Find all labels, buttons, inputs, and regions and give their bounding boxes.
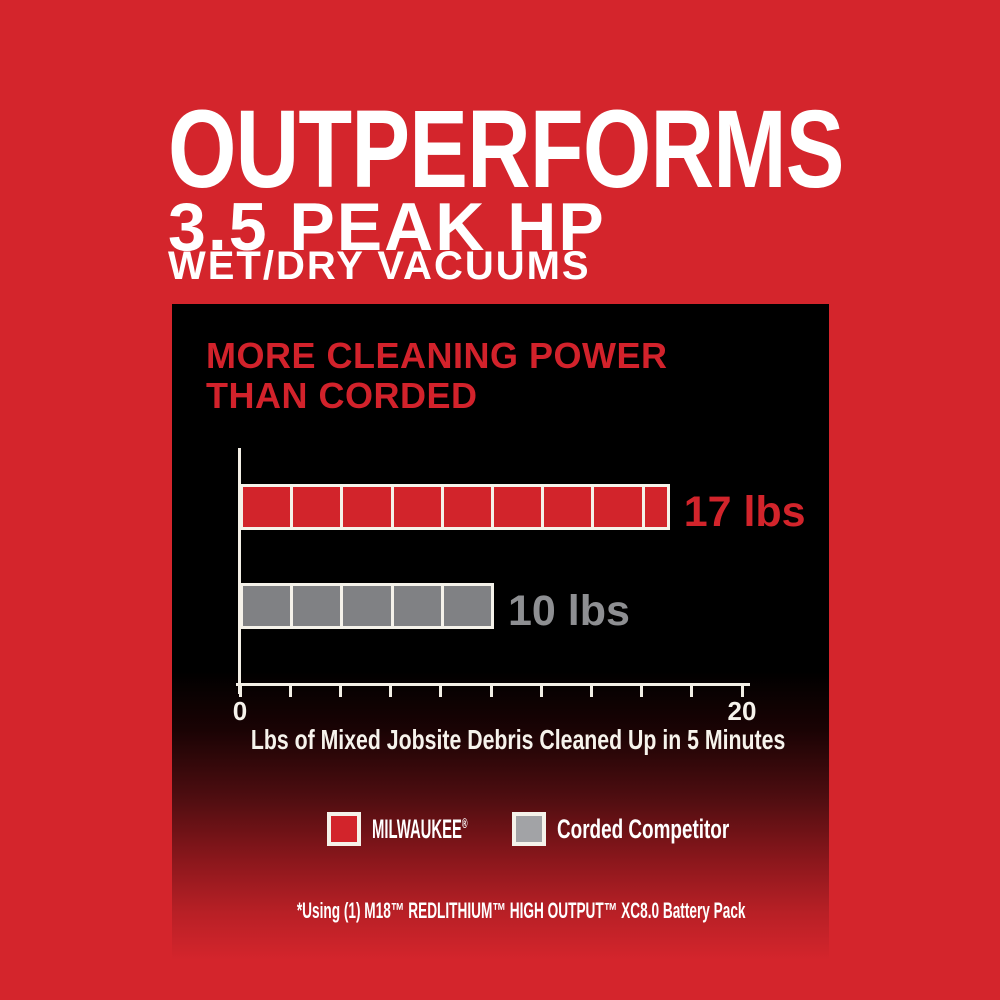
legend-item-milwaukee: MILWAUKEE®	[327, 812, 546, 846]
x-axis-tick	[539, 683, 543, 697]
bar-segment-divider	[641, 487, 645, 527]
x-axis-tick	[640, 683, 644, 697]
bar-segment-divider	[541, 487, 545, 527]
legend-swatch	[327, 812, 361, 846]
bar-milwaukee	[240, 484, 670, 530]
x-axis-tick	[238, 683, 242, 697]
x-axis-title: Lbs of Mixed Jobsite Debris Cleaned Up i…	[250, 724, 786, 755]
bar-segment-divider	[290, 487, 294, 527]
bar-chart: 17 lbs 10 lbs 0 20 Lbs of Mixed Jobsite D…	[172, 304, 829, 961]
bar-value-label: 10 lbs	[508, 587, 630, 635]
chart-panel: MORE CLEANING POWER THAN CORDED 17 lbs 10…	[172, 304, 829, 960]
headline-tertiary: WET/DRY VACUUMS	[168, 244, 591, 288]
x-axis-tick	[589, 683, 593, 697]
bar-segment-divider	[440, 487, 444, 527]
bar-segment-divider	[340, 586, 344, 626]
bar-segment-divider	[440, 586, 444, 626]
bar-segment-divider	[340, 487, 344, 527]
legend-label: Corded Competitor	[557, 813, 730, 844]
legend-label: MILWAUKEE®	[372, 813, 468, 844]
x-axis-line	[236, 683, 750, 686]
y-axis-line	[238, 448, 241, 694]
headline-secondary: 3.5 PEAK HP	[168, 189, 606, 265]
headline-primary: OUTPERFORMS	[168, 88, 844, 211]
legend-swatch	[512, 812, 546, 846]
x-axis-tick	[489, 683, 493, 697]
x-axis-tick	[740, 683, 744, 697]
x-axis-tick	[288, 683, 292, 697]
x-axis-tick	[690, 683, 694, 697]
bar-segment-divider	[290, 586, 294, 626]
legend-item-competitor: Corded Competitor	[512, 812, 803, 846]
x-tick-label-max: 20	[727, 696, 757, 726]
x-axis-tick	[389, 683, 393, 697]
x-axis-tick	[439, 683, 443, 697]
footnote: *Using (1) M18™ REDLITHIUM™ HIGH OUTPUT™…	[296, 898, 746, 923]
bar-competitor	[240, 583, 494, 629]
bar-segment-divider	[390, 586, 394, 626]
bar-value-label: 17 lbs	[683, 488, 806, 536]
chart-title: MORE CLEANING POWER THAN CORDED	[206, 335, 668, 416]
x-axis-tick	[338, 683, 342, 697]
bar-segment-divider	[591, 487, 595, 527]
bar-segment-divider	[491, 487, 494, 527]
bar-segment-divider	[390, 487, 394, 527]
registered-mark: ®	[461, 814, 468, 831]
x-tick-label-min: 0	[232, 696, 248, 726]
